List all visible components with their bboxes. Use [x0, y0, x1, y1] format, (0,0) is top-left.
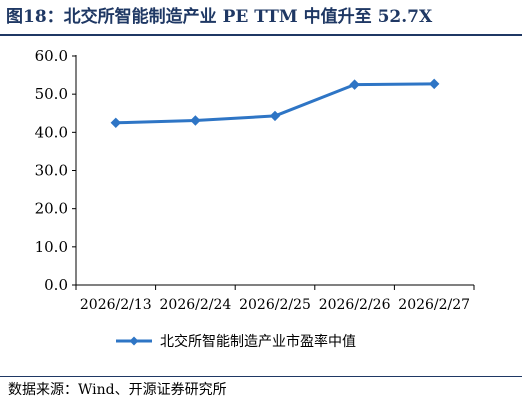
legend-label: 北交所智能制造产业市盈率中值	[160, 333, 356, 350]
source-note: 数据来源：Wind、开源证券研究所	[8, 382, 227, 398]
y-tick-label: 10.0	[35, 238, 68, 256]
y-tick-label: 20.0	[35, 200, 68, 218]
y-tick-label: 0.0	[44, 276, 68, 294]
legend: 北交所智能制造产业市盈率中值	[116, 333, 356, 350]
data-point	[349, 79, 360, 90]
data-point	[269, 110, 281, 122]
chart-title: 图18：北交所智能制造产业 PE TTM 中值升至 52.7X	[6, 7, 433, 27]
legend-marker	[129, 336, 139, 346]
y-tick-label: 60.0	[35, 47, 68, 65]
title-divider	[0, 34, 522, 36]
x-tick-label: 2026/2/24	[160, 297, 232, 313]
y-tick-label: 50.0	[35, 85, 68, 103]
data-point	[190, 115, 201, 126]
series-layer	[110, 78, 440, 128]
y-tick-label: 40.0	[35, 123, 68, 141]
line-chart: 0.010.020.030.040.050.060.0 2026/2/13 202…	[35, 47, 475, 350]
source-divider	[0, 376, 522, 377]
x-axis: 2026/2/13 2026/2/24 2026/2/25 2026/2/26 2026…	[75, 284, 475, 313]
x-tick-label: 2026/2/25	[239, 297, 311, 313]
y-axis: 0.0 10.0 20.0 30.0 40.0 50.0 60.0	[35, 47, 77, 294]
y-tick-label: 30.0	[35, 162, 68, 180]
data-point	[110, 117, 122, 128]
x-tick-label: 2026/2/27	[398, 297, 470, 313]
x-tick-label: 2026/2/13	[80, 297, 152, 313]
x-tick-label: 2026/2/26	[319, 297, 391, 313]
data-point	[428, 78, 440, 90]
